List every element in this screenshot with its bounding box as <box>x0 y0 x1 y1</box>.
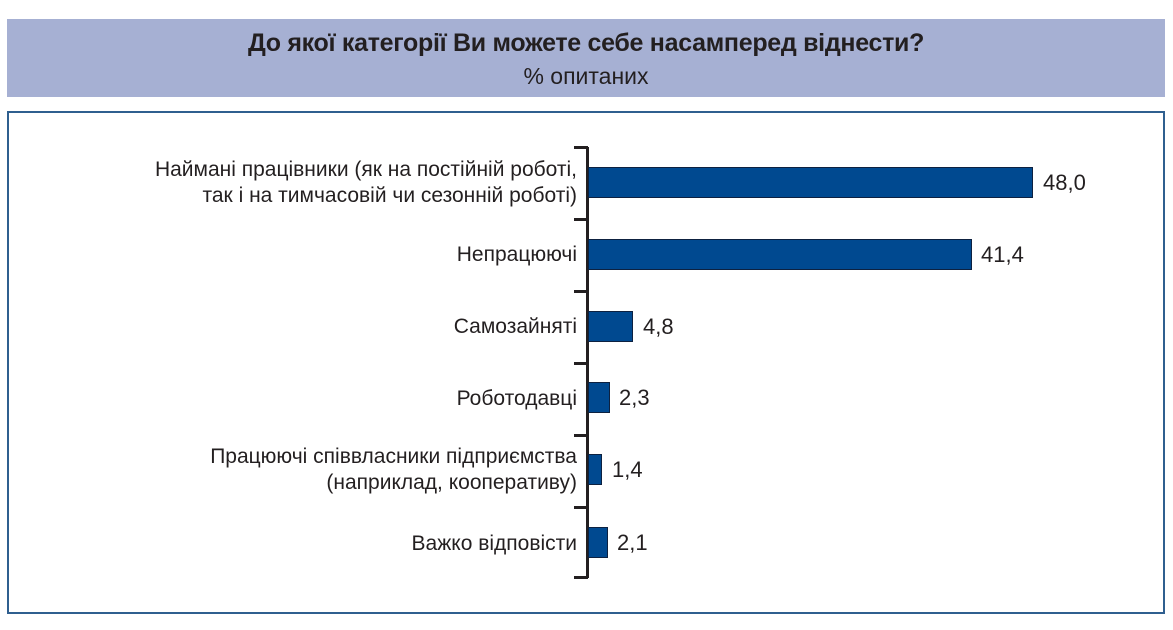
value-label: 2,1 <box>617 530 648 555</box>
value-label: 2,3 <box>619 385 650 410</box>
bar-employers <box>588 382 610 413</box>
chart-header: До якої категорії Ви можете себе насампе… <box>7 19 1165 97</box>
chart-title: До якої категорії Ви можете себе насампе… <box>247 29 925 57</box>
label-line: Працюючі співвласники підприємства <box>210 445 577 468</box>
bar-hard-to-answer <box>588 527 608 558</box>
axis-tick <box>574 506 588 509</box>
bar-co-owners <box>588 454 602 485</box>
category-label: Наймані працівники (як на постійній робо… <box>155 157 577 209</box>
axis-tick <box>574 434 588 437</box>
axis-tick <box>574 576 588 579</box>
category-label: Працюючі співвласники підприємства (напр… <box>210 444 577 496</box>
axis-tick <box>574 290 588 293</box>
chart-frame <box>7 111 1165 614</box>
axis-tick <box>574 146 588 149</box>
label-line: Наймані працівники (як на постійній робо… <box>154 158 577 181</box>
bar-hired-workers <box>588 167 1033 198</box>
bar-self-employed <box>588 311 633 342</box>
category-label: Самозайняті <box>453 315 577 338</box>
bar-unemployed <box>588 239 972 270</box>
chart-subtitle: % опитаних <box>523 63 649 89</box>
category-label: Непрацюючі <box>456 243 577 266</box>
label-line: так і на тимчасовій чи сезонній роботі) <box>202 184 577 207</box>
axis-tick <box>574 362 588 365</box>
category-label: Важко відповісти <box>411 532 577 555</box>
label-line: (наприклад, кооперативу) <box>326 471 577 494</box>
category-label: Роботодавці <box>456 387 577 410</box>
value-label: 4,8 <box>643 314 674 339</box>
value-label: 1,4 <box>612 457 643 482</box>
value-label: 41,4 <box>981 242 1024 267</box>
value-label: 48,0 <box>1043 170 1086 195</box>
axis-tick <box>574 218 588 221</box>
